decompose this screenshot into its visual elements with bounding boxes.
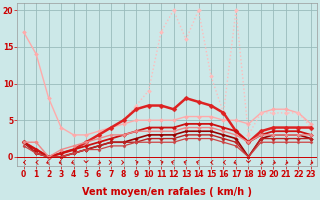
X-axis label: Vent moyen/en rafales ( km/h ): Vent moyen/en rafales ( km/h ) <box>82 187 252 197</box>
